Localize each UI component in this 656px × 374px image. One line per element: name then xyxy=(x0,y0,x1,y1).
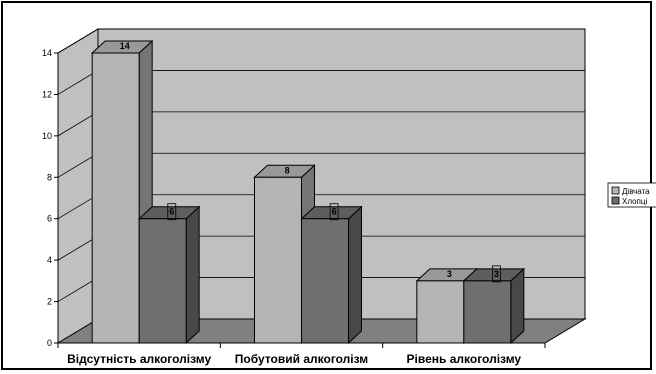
legend-swatch xyxy=(611,186,620,195)
bar xyxy=(137,205,201,345)
y-tick-label: 0 xyxy=(47,338,52,348)
labels: 14 6 Відсутність алкоголізму 8 6 Побутовий ал… xyxy=(67,41,521,366)
y-tick-label: 8 xyxy=(47,172,52,182)
bar-side xyxy=(348,205,362,345)
bar-side xyxy=(510,267,525,345)
bars xyxy=(90,39,526,345)
bar xyxy=(300,205,363,345)
y-tick-label: 12 xyxy=(42,89,52,99)
y-tick-label: 14 xyxy=(42,48,52,58)
y-tick-label: 10 xyxy=(42,131,52,141)
category-label: Побутовий алкоголізм xyxy=(235,352,369,366)
data-label: 3 xyxy=(494,269,499,279)
bar-front xyxy=(301,218,349,344)
bar xyxy=(462,267,526,345)
category-label: Рівень алкоголізму xyxy=(407,352,522,366)
category-label: Відсутність алкоголізму xyxy=(67,352,211,366)
y-tick-label: 6 xyxy=(47,214,52,224)
data-label: 14 xyxy=(120,41,130,51)
y-tick-label: 2 xyxy=(47,297,52,307)
legend-label: Дівчата xyxy=(622,187,650,196)
legend-label: Хлопці xyxy=(622,197,647,206)
gridline xyxy=(57,28,585,54)
data-label: 6 xyxy=(332,207,337,217)
data-label-box xyxy=(492,265,501,283)
bar-front xyxy=(416,280,465,344)
data-label: 8 xyxy=(285,165,290,175)
bar-front xyxy=(138,218,187,344)
bar-front xyxy=(91,52,140,344)
data-label-box xyxy=(329,203,339,221)
bar-front xyxy=(463,280,512,344)
data-label: 6 xyxy=(169,207,174,217)
bar-side xyxy=(185,205,200,345)
bar-front xyxy=(254,176,302,344)
legend-swatch xyxy=(611,196,620,205)
data-label: 3 xyxy=(447,269,452,279)
data-label-box xyxy=(167,203,177,221)
y-tick-label: 4 xyxy=(47,255,52,265)
bar xyxy=(90,39,154,345)
